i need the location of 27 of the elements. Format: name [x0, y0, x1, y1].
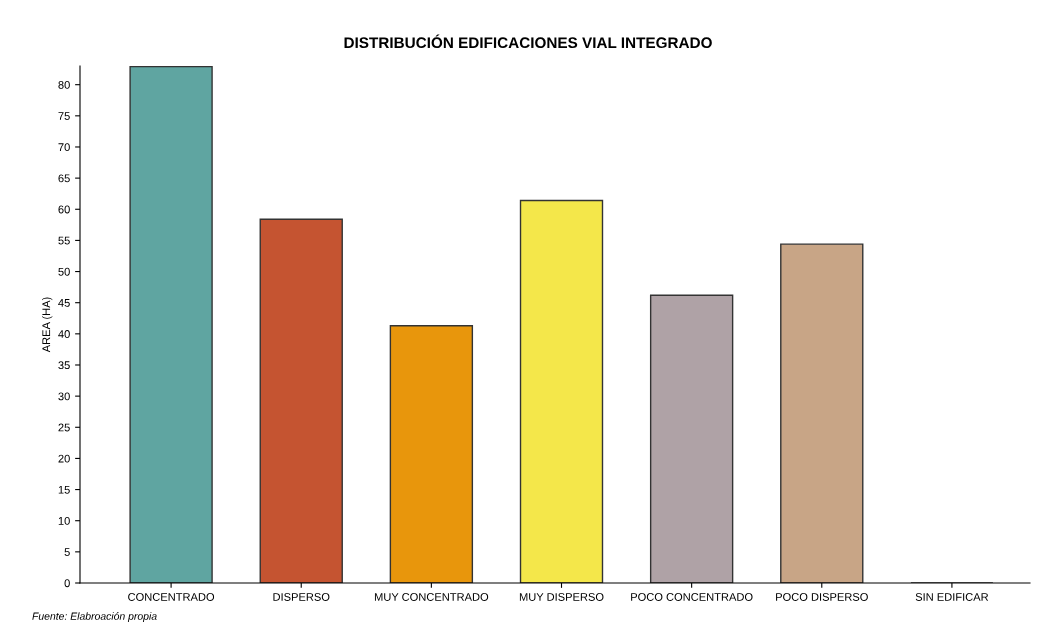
y-tick-label: 35 — [58, 361, 70, 370]
y-tick-label: 20 — [58, 454, 70, 463]
x-tick-label: DISPERSO — [273, 593, 330, 601]
y-tick-label: 40 — [58, 330, 70, 338]
y-tick-label: 0 — [64, 579, 70, 588]
y-tick-label: 60 — [58, 205, 70, 214]
y-tick-label: 45 — [58, 299, 70, 307]
x-tick-label: MUY DISPERSO — [519, 593, 604, 601]
y-tick-label: 30 — [58, 392, 70, 401]
x-tick-label: CONCENTRADO — [128, 593, 215, 601]
y-tick-label: 15 — [58, 485, 70, 494]
y-tick-label: 10 — [58, 516, 70, 525]
chart-title: DISTRIBUCIÓN EDIFICACIONES VIAL INTEGRADO — [344, 34, 712, 49]
y-tick-label: 70 — [58, 143, 70, 152]
y-tick-label: 75 — [58, 112, 70, 120]
y-tick-label: 5 — [64, 548, 70, 556]
y-tick-label: 25 — [58, 423, 70, 432]
source-note: Fuente: Elabroación propia — [32, 612, 157, 622]
y-tick-label: 65 — [58, 174, 70, 183]
x-tick-label: POCO CONCENTRADO — [631, 593, 753, 601]
x-tick-label: SIN EDIFICAR — [915, 593, 989, 601]
y-tick-label: 50 — [58, 267, 70, 276]
x-tick-label: MUY CONCENTRADO — [374, 593, 489, 601]
y-axis-title: AREA (HA) — [42, 297, 53, 353]
y-tick-label: 55 — [58, 236, 70, 245]
x-tick-label: POCO DISPERSO — [776, 593, 868, 601]
y-tick-label: 80 — [58, 80, 70, 89]
